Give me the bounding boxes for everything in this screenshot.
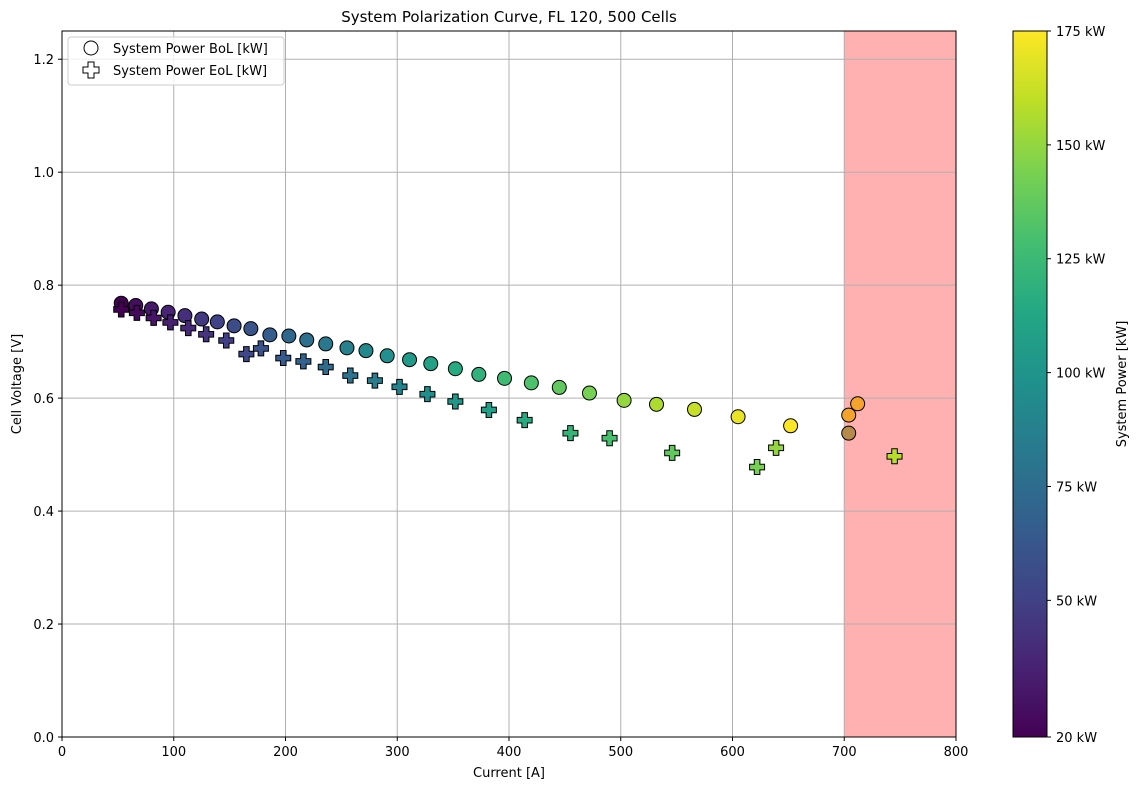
bol-data-point: [841, 425, 857, 441]
bol-data-point: [209, 314, 225, 330]
legend-circle-marker-icon: [83, 40, 99, 56]
x-axis-label: Current [A]: [473, 766, 545, 781]
eol-data-point: [198, 326, 215, 343]
x-tick-label: 400: [497, 745, 522, 760]
x-axis-ticks: 0 100 200 300 400 500 600 700 800: [58, 737, 969, 760]
bol-data-point: [730, 409, 746, 425]
eol-data-point: [480, 401, 497, 418]
x-tick-label: 700: [832, 745, 857, 760]
y-tick-label: 1.0: [33, 166, 54, 181]
y-tick-label: 0.2: [33, 618, 54, 633]
bol-data-point: [262, 327, 278, 343]
eol-data-point: [275, 350, 292, 367]
colorbar-tick-label: 175 kW: [1056, 25, 1105, 40]
bol-data-point: [783, 418, 799, 434]
eol-data-point: [768, 439, 785, 456]
bol-data-point: [581, 385, 597, 401]
eol-data-point: [664, 444, 681, 461]
legend: System Power BoL [kW] System Power EoL […: [67, 36, 285, 86]
plot-area: 0 100 200 300 400 500 600 700 800 0.00.20.40.60.…: [33, 30, 969, 760]
legend-label-bol: System Power BoL [kW]: [113, 42, 268, 57]
colorbar-label: System Power [kW]: [1115, 321, 1130, 448]
bol-data-point: [841, 407, 857, 423]
colorbar-tick-label: 150 kW: [1056, 139, 1105, 154]
eol-data-point: [366, 372, 383, 389]
bol-data-point: [379, 348, 395, 364]
colorbar-tick-label: 20 kW: [1056, 731, 1097, 746]
legend-plus-marker-icon: [82, 61, 100, 79]
x-tick-label: 100: [161, 745, 186, 760]
eol-data-point: [601, 430, 618, 447]
bol-data-point: [299, 332, 315, 348]
y-tick-label: 0.8: [33, 279, 54, 294]
bol-data-point: [339, 340, 355, 356]
eol-data-point: [128, 304, 145, 321]
colorbar-tick-label: 75 kW: [1056, 480, 1097, 495]
eol-data-point: [180, 320, 197, 337]
eol-data-point: [516, 412, 533, 429]
colorbar-frame: [1012, 30, 1048, 738]
y-tick-label: 0.4: [33, 505, 54, 520]
colorbar-tick-label: 125 kW: [1056, 253, 1105, 268]
colorbar-gradient: [1013, 31, 1047, 737]
eol-data-point: [162, 314, 179, 331]
eol-data-point: [342, 367, 359, 384]
x-tick-label: 200: [273, 745, 298, 760]
bol-data-point: [281, 328, 297, 344]
eol-data-point: [447, 393, 464, 410]
y-tick-label: 0.0: [33, 731, 54, 746]
bol-data-point: [687, 401, 703, 417]
bol-data-point: [447, 361, 463, 377]
overcurrent-shaded-region: [844, 31, 956, 737]
bol-data-point: [471, 366, 487, 382]
y-axis-ticks: 0.0 0.2 0.4 0.6 0.8 1.0 1.2: [33, 53, 62, 746]
bol-data-point: [243, 321, 259, 337]
eol-data-point: [317, 359, 334, 376]
eol-data-point: [391, 378, 408, 395]
bol-data-point: [497, 370, 513, 386]
bol-data-point: [523, 375, 539, 391]
eol-data-point: [886, 448, 903, 465]
eol-data-point: [749, 459, 766, 476]
bol-data-point: [226, 318, 242, 334]
bol-data-point: [649, 396, 665, 412]
bol-data-point: [423, 356, 439, 372]
grid-lines: [61, 31, 957, 738]
eol-data-point: [419, 386, 436, 403]
eol-data-point: [238, 346, 255, 363]
bol-data-point: [551, 379, 567, 395]
bol-data-point: [194, 311, 210, 327]
x-tick-label: 500: [608, 745, 633, 760]
x-tick-label: 600: [720, 745, 745, 760]
eol-data-point: [113, 301, 130, 318]
bol-data-point: [850, 396, 866, 412]
colorbar-ticks: 20 kW 50 kW 75 kW 100 kW 125 kW 150 kW 175 kW: [1047, 25, 1105, 746]
x-tick-label: 800: [944, 745, 969, 760]
x-tick-label: 0: [58, 745, 66, 760]
colorbar-tick-label: 100 kW: [1056, 367, 1105, 382]
y-tick-label: 1.2: [33, 53, 54, 68]
colorbar-tick-label: 50 kW: [1056, 594, 1097, 609]
y-tick-label: 0.6: [33, 392, 54, 407]
eol-data-point: [562, 425, 579, 442]
bol-data-point: [318, 336, 334, 352]
data-points: [113, 295, 903, 476]
bol-data-point: [616, 392, 632, 408]
chart-title: System Polarization Curve, FL 120, 500 C…: [341, 8, 677, 26]
eol-data-point: [252, 340, 269, 357]
x-tick-label: 300: [385, 745, 410, 760]
eol-data-point: [145, 309, 162, 326]
legend-box: [67, 36, 285, 86]
bol-data-point: [177, 308, 193, 324]
eol-data-point: [218, 332, 235, 349]
bol-data-point: [402, 352, 418, 368]
bol-data-point: [358, 343, 374, 359]
legend-label-eol: System Power EoL [kW]: [113, 64, 267, 79]
y-axis-label: Cell Voltage [V]: [10, 334, 25, 434]
eol-data-point: [295, 353, 312, 370]
